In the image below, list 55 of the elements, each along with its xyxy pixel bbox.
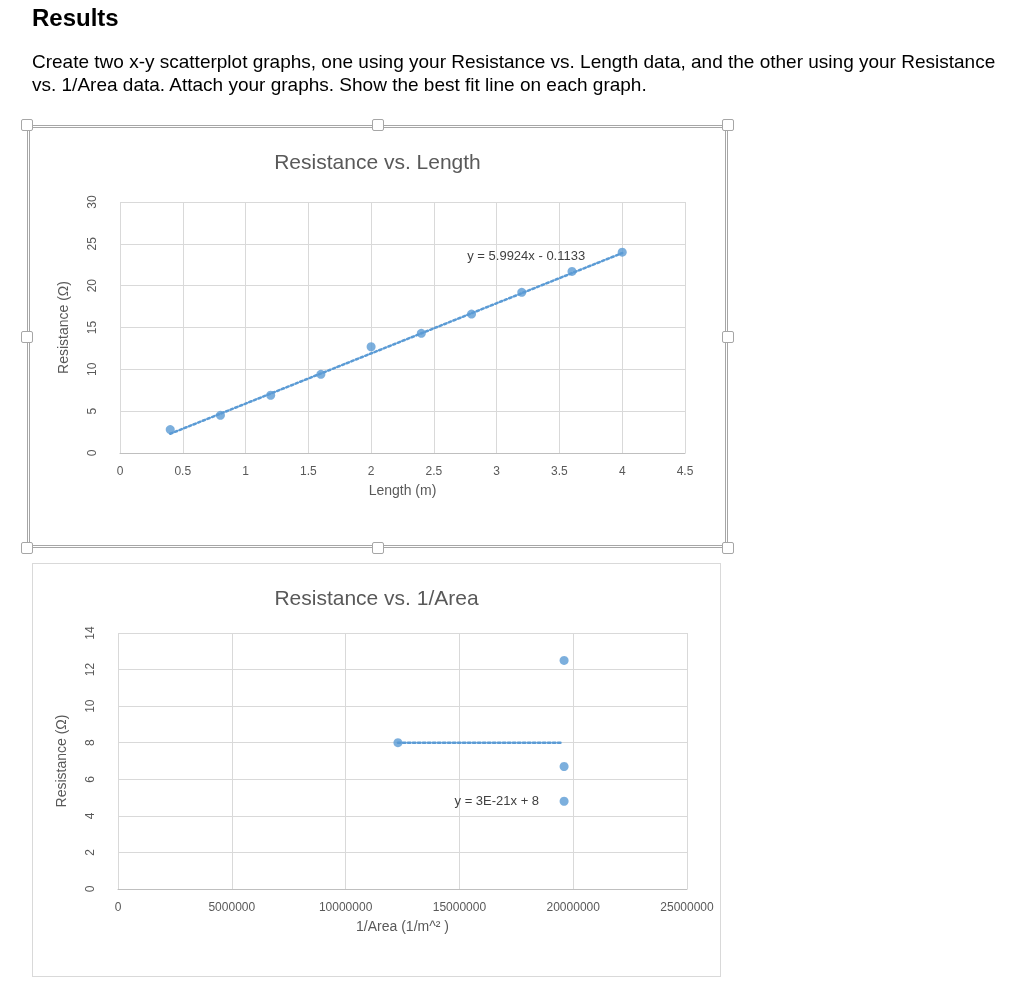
annotation: y = 3E-21x + 8 xyxy=(454,793,540,809)
chart-title: Resistance vs. 1/Area xyxy=(274,586,479,609)
point xyxy=(467,309,477,319)
x-tick-label: 1 xyxy=(242,464,250,478)
y-tick-label: 8 xyxy=(83,739,97,747)
x-tick-label: 5000000 xyxy=(208,900,256,914)
point xyxy=(316,369,326,379)
point xyxy=(393,738,403,748)
point xyxy=(165,425,175,435)
annotation: y = 5.9924x - 0.1133 xyxy=(467,247,586,263)
x-tick-label: 1.5 xyxy=(299,464,317,478)
text: Create two x-y scatterplot graphs, one using your Resistance vs. Length data, and the other using your Resistance vs. 1/Area data. Attach your graphs. Show the best fit line on each graph. xyxy=(32,50,997,96)
text: Results xyxy=(32,4,120,32)
y-tick-label: 12 xyxy=(83,662,97,677)
y-tick-label: 6 xyxy=(83,775,97,783)
point xyxy=(559,761,569,771)
y-tick-label: 15 xyxy=(85,320,99,335)
x-tick-label: 3.5 xyxy=(551,464,569,478)
point xyxy=(215,410,225,420)
point xyxy=(617,247,627,257)
x-tick-label: 10000000 xyxy=(318,900,373,914)
x-tick-label: 20000000 xyxy=(546,900,601,914)
point xyxy=(416,328,426,338)
point xyxy=(567,266,577,276)
y-tick-label: 10 xyxy=(85,362,99,377)
y-tick-label: 0 xyxy=(83,885,97,893)
x-tick-label: 25000000 xyxy=(660,900,715,914)
y-tick-label: 0 xyxy=(85,449,99,457)
point xyxy=(517,287,527,297)
x-tick-label: 2 xyxy=(367,464,375,478)
y-tick-label: 25 xyxy=(85,236,99,251)
y-tick-label: 10 xyxy=(83,699,97,713)
chart-title: Resistance vs. Length xyxy=(274,150,481,173)
x-tick-label: 4 xyxy=(618,464,626,478)
point xyxy=(266,390,276,400)
point xyxy=(559,796,569,806)
y-tick-label: 2 xyxy=(83,848,97,856)
y-tick-label: 30 xyxy=(85,195,99,209)
x-tick-label: 15000000 xyxy=(432,900,487,914)
y-tick-label: 5 xyxy=(85,407,99,415)
point xyxy=(559,655,569,665)
point xyxy=(366,342,376,352)
x-axis-title: Length (m) xyxy=(368,482,437,498)
x-tick-label: 3 xyxy=(493,464,501,478)
x-axis-title: 1/Area (1/m^² ) xyxy=(356,918,449,934)
y-axis-title: Resistance (Ω) xyxy=(55,281,71,374)
x-tick-label: 0 xyxy=(116,464,124,478)
y-tick-label: 14 xyxy=(83,626,97,640)
y-axis-title: Resistance (Ω) xyxy=(53,714,69,808)
x-tick-label: 0 xyxy=(114,900,122,914)
x-tick-label: 2.5 xyxy=(425,464,443,478)
y-tick-label: 20 xyxy=(85,278,99,293)
y-tick-label: 4 xyxy=(83,812,97,820)
x-tick-label: 0.5 xyxy=(174,464,192,478)
x-tick-label: 4.5 xyxy=(676,464,694,478)
